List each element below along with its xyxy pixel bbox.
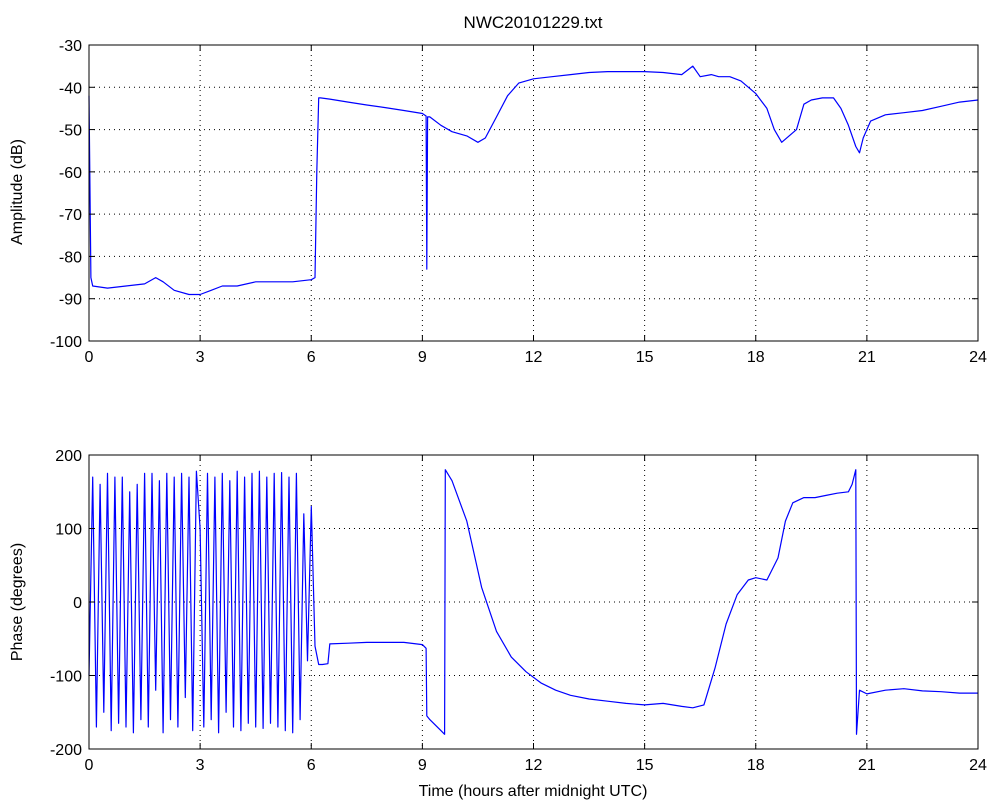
amplitude-y-tick-label: -100	[50, 334, 82, 351]
amplitude-x-tick-label: 3	[196, 349, 205, 366]
phase-x-tick-label: 9	[418, 757, 427, 774]
phase-x-tick-label: 0	[85, 757, 94, 774]
amplitude-x-tick-label: 0	[85, 349, 94, 366]
amplitude-y-tick-label: -90	[59, 292, 82, 309]
phase-y-tick-label: -200	[50, 742, 82, 759]
chart-title: NWC20101229.txt	[464, 13, 603, 32]
amplitude-ylabel: Amplitude (dB)	[9, 139, 26, 245]
phase-x-tick-label: 24	[969, 757, 987, 774]
phase-plot: 0 3 6 9 12 15 18 21 24 -200 -100 0 100 200	[50, 448, 987, 774]
amplitude-y-tick-label: -50	[59, 123, 82, 140]
phase-y-tick-label: -100	[50, 669, 82, 686]
phase-x-tick-label: 21	[858, 757, 876, 774]
amplitude-x-tick-label: 9	[418, 349, 427, 366]
amplitude-y-tick-label: -40	[59, 80, 82, 97]
phase-x-tick-label: 15	[636, 757, 654, 774]
phase-x-tick-label: 12	[525, 757, 543, 774]
phase-xlabel: Time (hours after midnight UTC)	[419, 783, 648, 800]
phase-y-tick-label: 0	[73, 595, 82, 612]
phase-series-line	[88, 469, 978, 735]
amplitude-x-tick-label: 21	[858, 349, 876, 366]
amplitude-x-tick-label: 15	[636, 349, 654, 366]
amplitude-y-tick-label: -60	[59, 165, 82, 182]
amplitude-series-line	[88, 65, 979, 296]
amplitude-y-tick-label: -70	[59, 207, 82, 224]
amplitude-x-tick-label: 6	[307, 349, 316, 366]
phase-y-tick-label: 200	[55, 448, 82, 465]
amplitude-y-tick-label: -80	[59, 249, 82, 266]
amplitude-plot: 0 3 6 9 12 15 18 21 24 -100 -90 -80 -70 -60 -50 -40 -30	[50, 38, 987, 366]
amplitude-x-tick-label: 18	[747, 349, 765, 366]
phase-x-tick-label: 18	[747, 757, 765, 774]
phase-x-tick-label: 6	[307, 757, 316, 774]
amplitude-x-tick-label: 12	[525, 349, 543, 366]
phase-y-tick-label: 100	[55, 522, 82, 539]
amplitude-x-tick-label: 24	[969, 349, 987, 366]
phase-x-tick-label: 3	[196, 757, 205, 774]
phase-ylabel: Phase (degrees)	[9, 543, 26, 661]
amplitude-y-tick-label: -30	[59, 38, 82, 55]
